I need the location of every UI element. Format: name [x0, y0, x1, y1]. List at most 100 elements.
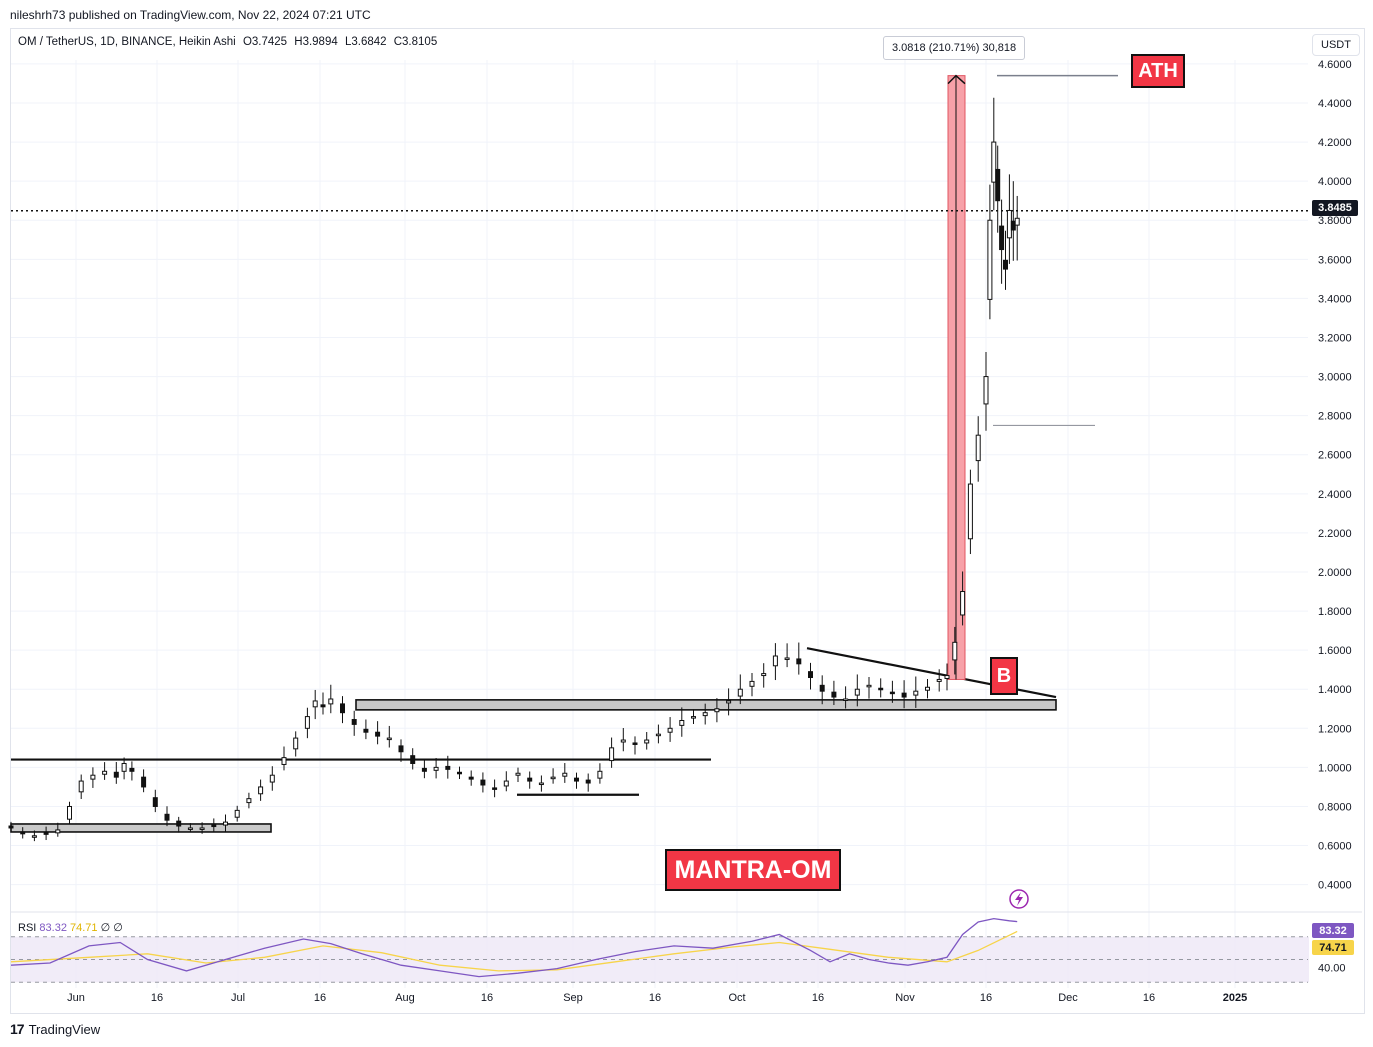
- candle-body: [620, 739, 626, 743]
- candle-body: [702, 712, 708, 717]
- x-tick-label: Jun: [67, 992, 85, 1004]
- y-tick-label: 4.4000: [1318, 98, 1352, 110]
- x-tick-label: Sep: [563, 992, 583, 1004]
- candle-body: [78, 780, 84, 793]
- candle-body: [737, 688, 743, 697]
- current-price-badge: 3.8485: [1312, 200, 1358, 216]
- candle-body: [761, 673, 767, 677]
- candle-body: [667, 727, 673, 733]
- footer: 17 TradingView: [10, 1021, 100, 1037]
- y-tick-label: 1.2000: [1318, 723, 1352, 735]
- candle-body: [234, 809, 240, 818]
- support-zone: [355, 699, 1057, 711]
- candle-body: [480, 779, 486, 786]
- x-tick-label: 16: [1143, 992, 1155, 1004]
- y-tick-label: 3.4000: [1318, 293, 1352, 305]
- candle-body: [714, 708, 720, 713]
- candle-body: [211, 824, 217, 828]
- rsi-ma-line: [10, 930, 1018, 972]
- candle-body: [281, 757, 287, 765]
- candle-body: [597, 770, 603, 779]
- candle-body: [363, 728, 369, 733]
- rsi-value: 83.32: [39, 922, 67, 934]
- candle-body: [304, 716, 310, 729]
- candle-body: [987, 219, 993, 300]
- candle-body: [433, 766, 439, 771]
- measure-label: 3.0818 (210.71%) 30,818: [883, 36, 1026, 60]
- rsi-extra: ∅ ∅: [100, 922, 123, 934]
- candle-body: [538, 782, 544, 786]
- y-tick-label: 3.2000: [1318, 332, 1352, 344]
- candle-body: [386, 737, 392, 741]
- candle-body: [784, 657, 790, 660]
- candle-body: [995, 168, 1001, 202]
- y-tick-label: 2.8000: [1318, 411, 1352, 423]
- rsi-axis-label: 40.00: [1318, 963, 1346, 975]
- x-tick-label: Aug: [395, 992, 415, 1004]
- rsi-label: RSI: [18, 922, 37, 934]
- x-tick-label: Dec: [1058, 992, 1078, 1004]
- y-tick-label: 1.6000: [1318, 645, 1352, 657]
- candle-body: [854, 688, 860, 696]
- candle-body: [293, 737, 299, 750]
- y-tick-label: 2.6000: [1318, 450, 1352, 462]
- y-tick-label: 3.8000: [1318, 215, 1352, 227]
- candle-body: [1014, 217, 1020, 226]
- y-tick-label: 0.4000: [1318, 880, 1352, 892]
- candle-body: [113, 771, 119, 778]
- candle-body: [129, 767, 135, 772]
- candle-body: [269, 774, 275, 783]
- candle-body: [655, 733, 661, 737]
- candle-body: [328, 698, 334, 705]
- x-tick-label: 16: [314, 992, 326, 1004]
- candle-body: [936, 678, 942, 682]
- currency-button[interactable]: USDT: [1312, 34, 1360, 56]
- rsi-ma-badge: 74.71: [1312, 940, 1354, 955]
- candle-body: [808, 671, 813, 679]
- symbol-info: OM / TetherUS, 1D, BINANCE, Heikin Ashi …: [18, 36, 441, 48]
- tradingview-logo-icon: 17: [10, 1021, 25, 1037]
- candle-body: [550, 776, 556, 780]
- candle-body: [199, 827, 205, 830]
- ohlc-high: H3.9894: [294, 36, 338, 48]
- measure-arrow-head: [947, 74, 966, 85]
- candle-body: [375, 731, 381, 737]
- candle-body: [632, 742, 638, 745]
- x-tick-label: 16: [812, 992, 824, 1004]
- y-tick-label: 4.2000: [1318, 137, 1352, 149]
- candle-body: [726, 700, 732, 704]
- candle-body: [983, 376, 989, 405]
- candle-body: [43, 832, 49, 835]
- candle-body: [258, 786, 264, 795]
- rsi-value-badge: 83.32: [1312, 923, 1354, 938]
- candle-body: [975, 434, 981, 462]
- candle-body: [831, 691, 837, 698]
- ohlc-close: C3.8105: [393, 36, 438, 48]
- rsi-line: [10, 917, 1018, 978]
- ath-label: ATH: [1131, 54, 1185, 88]
- candle-body: [457, 771, 462, 775]
- y-tick-label: 2.2000: [1318, 528, 1352, 540]
- candle-body: [960, 591, 966, 616]
- support-zone: [10, 823, 272, 833]
- candle-body: [8, 825, 14, 829]
- candle-body: [772, 655, 778, 667]
- candle-body: [796, 658, 802, 665]
- candle-body: [691, 716, 696, 719]
- candle-body: [421, 767, 427, 772]
- candle-body: [527, 777, 533, 782]
- candle-body: [340, 703, 345, 714]
- y-tick-label: 0.6000: [1318, 841, 1352, 853]
- x-tick-label: Nov: [895, 992, 915, 1004]
- y-tick-label: 3.6000: [1318, 254, 1352, 266]
- y-tick-label: 0.8000: [1318, 801, 1352, 813]
- candle-body: [889, 691, 895, 695]
- candle-body: [398, 745, 404, 753]
- x-tick-label: Oct: [728, 992, 745, 1004]
- candle-body: [187, 827, 193, 830]
- candle-body: [925, 686, 930, 691]
- y-tick-label: 4.6000: [1318, 59, 1352, 71]
- y-tick-label: 2.0000: [1318, 567, 1352, 579]
- candle-body: [312, 700, 318, 708]
